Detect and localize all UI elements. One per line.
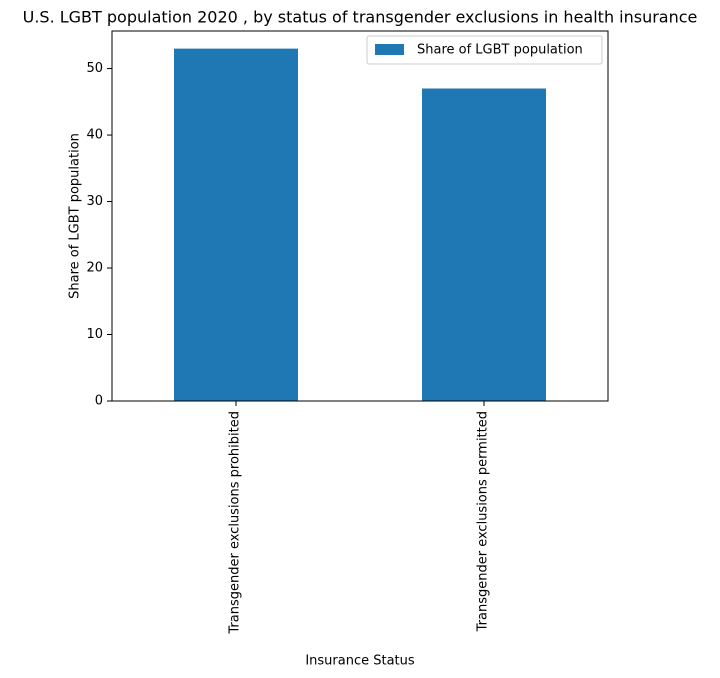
y-tick-label: 30 — [86, 194, 103, 209]
y-tick-label: 20 — [86, 261, 103, 276]
x-tick-label: Transgender exclusions permitted — [476, 411, 491, 632]
bar — [174, 48, 298, 401]
y-tick-label: 50 — [86, 61, 103, 76]
x-tick-label: Transgender exclusions prohibited — [228, 411, 243, 635]
legend: Share of LGBT population — [366, 35, 603, 65]
legend-label: Share of LGBT population — [417, 43, 583, 58]
legend-swatch — [375, 44, 404, 55]
y-axis-label: Share of LGBT population — [68, 133, 83, 299]
plot-frame — [111, 30, 609, 402]
y-tick-label: 40 — [86, 128, 103, 143]
y-axis-ticks: 0 10 20 30 40 50 — [86, 61, 112, 409]
y-tick-label: 0 — [95, 394, 103, 409]
bar — [422, 88, 546, 401]
bars — [174, 48, 546, 401]
chart-title: U.S. LGBT population 2020 , by status of… — [23, 8, 698, 27]
x-axis-ticks: Transgender exclusions prohibited Transge… — [228, 401, 491, 635]
y-tick-label: 10 — [86, 327, 103, 342]
x-axis-label: Insurance Status — [305, 654, 415, 669]
legend-box — [366, 35, 603, 65]
